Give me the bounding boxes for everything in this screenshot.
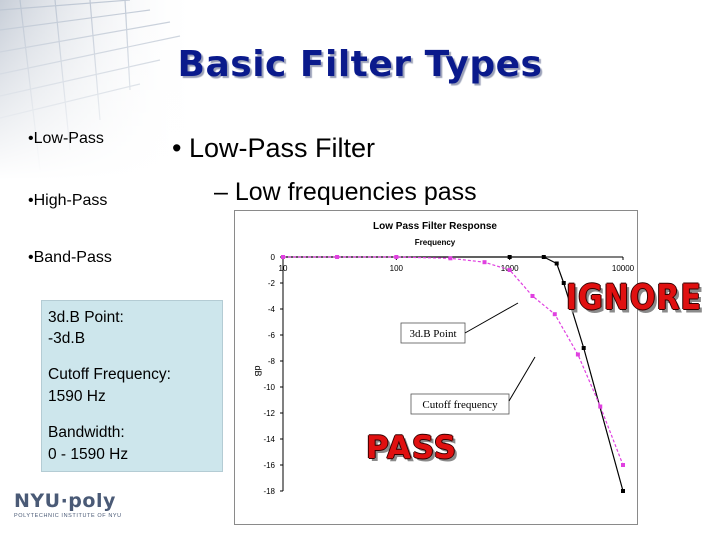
ideal-response-point	[621, 489, 625, 493]
chart-y-axis-label: dB	[253, 365, 263, 376]
info-bandwidth-label: Bandwidth:	[48, 424, 125, 441]
y-tick-label: -16	[263, 461, 275, 470]
info-cutoff-value: 1590 Hz	[48, 388, 106, 405]
chart-x-axis-label: Frequency	[415, 238, 456, 247]
actual-response-point	[394, 255, 399, 259]
actual-response-point	[335, 255, 340, 259]
building-background-image	[0, 0, 200, 180]
ideal-response-point	[581, 346, 586, 350]
actual-response-point	[598, 404, 603, 409]
annotation-cutoff-frequency: Cutoff frequency	[422, 399, 498, 411]
logo-wordmark: NYU·poly	[14, 490, 116, 512]
x-tick-label: 10	[279, 264, 288, 273]
info-3db-value: -3d.B	[48, 330, 86, 347]
main-bullet: • Low-Pass Filter	[172, 133, 376, 163]
y-tick-label: -4	[268, 305, 276, 314]
ignore-stamp: IGNORE	[566, 278, 702, 319]
filter-response-chart: Low Pass Filter Response Frequency dB 0 -…	[234, 210, 638, 525]
annotation-3db-arrow	[464, 302, 519, 334]
annotation-3db-point: 3d.B Point	[409, 328, 456, 340]
sub-bullet: – Low frequencies pass	[214, 178, 477, 206]
y-tick-label: 0	[271, 253, 276, 262]
info-bandwidth-value: 0 - 1590 Hz	[48, 446, 129, 463]
ideal-response-point	[561, 281, 566, 285]
y-tick-label: -6	[268, 331, 276, 340]
ideal-response-point	[541, 255, 546, 259]
info-cutoff-label: Cutoff Frequency:	[48, 366, 171, 383]
y-tick-label: -12	[263, 409, 275, 418]
side-bullet-band-pass: •Band-Pass	[28, 249, 112, 266]
actual-response-point	[575, 352, 580, 357]
y-tick-label: -2	[268, 279, 276, 288]
actual-response-point	[530, 294, 535, 298]
pass-stamp: PASS	[366, 430, 458, 466]
filter-response-chart-svg: Low Pass Filter Response Frequency dB 0 -…	[253, 221, 635, 496]
logo-tagline: POLYTECHNIC INSTITUTE OF NYU	[14, 513, 122, 519]
side-bullet-low-pass: •Low-Pass	[28, 130, 104, 147]
actual-response-point	[507, 268, 512, 272]
filter-info-box: 3d.B Point: -3d.B Cutoff Frequency: 1590…	[41, 300, 223, 472]
actual-response-point	[552, 312, 557, 317]
actual-response-line	[283, 256, 624, 466]
annotation-cutoff-box	[410, 393, 510, 415]
y-tick-label: -8	[268, 357, 276, 366]
y-tick-label: -10	[263, 383, 275, 392]
ideal-response-point	[507, 255, 512, 259]
annotation-cutoff-arrow	[508, 356, 536, 402]
side-bullet-high-pass: •High-Pass	[28, 192, 108, 209]
actual-response-point	[448, 256, 453, 261]
slide-title: Basic Filter Types	[177, 44, 543, 85]
y-tick-label: -18	[263, 487, 275, 496]
actual-response-point	[281, 255, 285, 259]
ideal-response-point	[554, 261, 559, 266]
x-tick-label: 100	[390, 264, 404, 273]
x-tick-label: 10000	[612, 264, 635, 273]
y-tick-label: -14	[263, 435, 275, 444]
actual-response-point	[621, 463, 625, 467]
chart-title: Low Pass Filter Response	[373, 221, 497, 232]
nyu-poly-logo: NYU·poly POLYTECHNIC INSTITUTE OF NYU	[14, 490, 122, 519]
actual-response-point	[482, 260, 487, 265]
info-3db-label: 3d.B Point:	[48, 309, 124, 326]
